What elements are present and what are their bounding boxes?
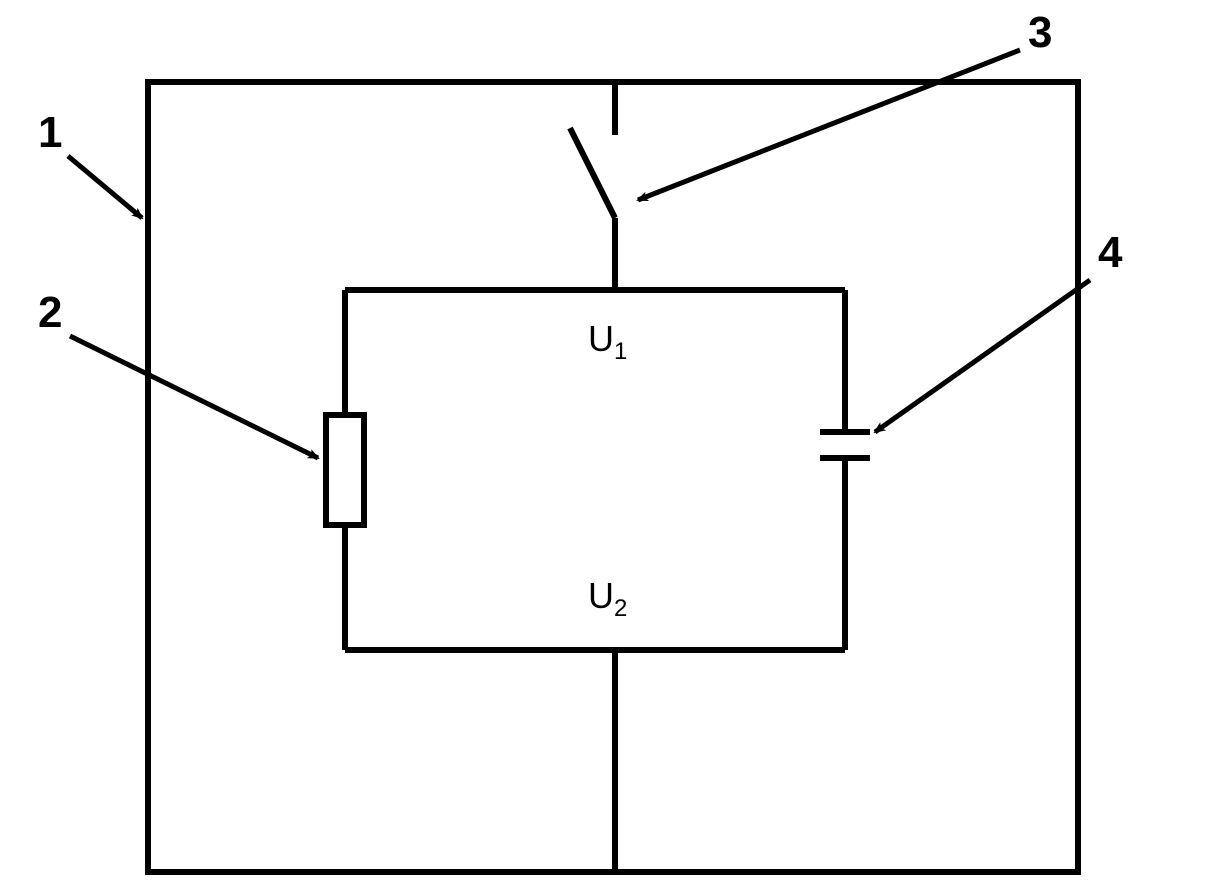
label-ref3: 3 [1028, 8, 1052, 58]
arrow-1 [68, 156, 142, 218]
label-ref1: 1 [38, 108, 62, 158]
label-u1: U1 [588, 318, 627, 366]
resistor [326, 415, 364, 525]
label-ref2: 2 [38, 288, 62, 338]
arrow-4 [875, 280, 1090, 432]
label-u2: U2 [588, 575, 627, 623]
label-ref4: 4 [1098, 228, 1122, 278]
circuit-diagram: 1 2 3 4 U1 U2 [0, 0, 1212, 891]
arrow-3 [638, 50, 1020, 200]
switch-lever [570, 128, 615, 218]
arrow-2 [70, 336, 318, 458]
